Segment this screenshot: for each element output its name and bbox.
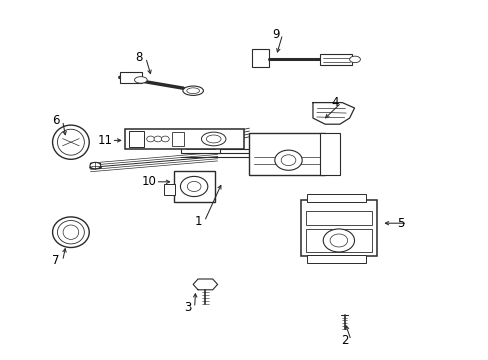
Bar xyxy=(305,211,371,225)
Ellipse shape xyxy=(57,220,84,244)
Bar xyxy=(305,229,371,252)
Bar xyxy=(172,132,184,146)
Ellipse shape xyxy=(57,129,84,155)
Text: 6: 6 xyxy=(52,114,60,127)
Text: 9: 9 xyxy=(272,28,280,41)
Bar xyxy=(185,140,215,149)
Ellipse shape xyxy=(206,135,221,143)
Text: 8: 8 xyxy=(135,51,143,64)
Ellipse shape xyxy=(349,56,360,63)
Circle shape xyxy=(154,136,162,142)
Text: 1: 1 xyxy=(194,215,202,228)
Ellipse shape xyxy=(186,88,199,94)
Ellipse shape xyxy=(63,225,79,239)
Bar xyxy=(120,72,142,83)
Text: 5: 5 xyxy=(396,217,404,230)
Circle shape xyxy=(329,234,347,247)
Bar xyxy=(249,133,325,175)
Text: 10: 10 xyxy=(142,175,156,188)
Ellipse shape xyxy=(52,217,89,248)
Circle shape xyxy=(161,136,169,142)
Text: 4: 4 xyxy=(330,96,338,109)
Bar xyxy=(306,194,365,202)
Text: 11: 11 xyxy=(98,134,112,147)
Ellipse shape xyxy=(90,162,101,169)
Circle shape xyxy=(274,150,302,170)
Circle shape xyxy=(187,181,201,192)
Circle shape xyxy=(281,155,295,166)
Text: 7: 7 xyxy=(52,255,60,267)
Bar xyxy=(173,171,215,202)
Circle shape xyxy=(146,136,154,142)
Bar xyxy=(251,49,268,67)
Ellipse shape xyxy=(183,86,203,95)
Circle shape xyxy=(180,176,207,197)
Ellipse shape xyxy=(52,125,89,159)
Bar xyxy=(320,54,351,65)
Ellipse shape xyxy=(134,77,147,83)
Bar xyxy=(181,137,220,153)
Text: 2: 2 xyxy=(340,334,348,347)
Bar xyxy=(306,255,365,263)
Circle shape xyxy=(323,229,354,252)
Bar xyxy=(320,133,339,175)
Bar xyxy=(124,129,244,149)
Ellipse shape xyxy=(201,132,225,146)
Text: 3: 3 xyxy=(184,301,192,314)
Bar xyxy=(128,131,144,147)
Bar xyxy=(163,184,174,195)
Bar xyxy=(300,200,376,256)
